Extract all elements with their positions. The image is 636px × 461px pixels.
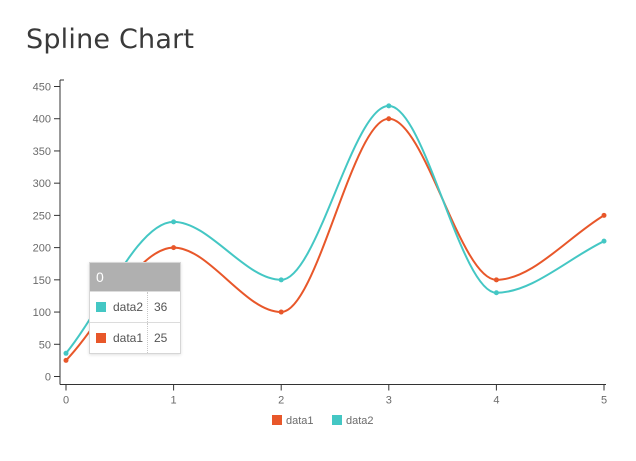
legend-label-data1: data1 bbox=[286, 415, 314, 427]
data-point-data1 bbox=[171, 245, 177, 251]
tooltip-row-data1: data1 25 bbox=[90, 322, 180, 353]
data-point-data2 bbox=[63, 350, 69, 356]
legend-label-data2: data2 bbox=[346, 415, 374, 427]
legend-swatch-data1 bbox=[272, 415, 282, 425]
x-tick-label: 0 bbox=[63, 395, 69, 407]
x-tick-label: 1 bbox=[171, 395, 177, 407]
data-point-data2 bbox=[386, 103, 392, 109]
x-tick-label: 3 bbox=[386, 395, 392, 407]
data-point-data2 bbox=[493, 290, 499, 296]
y-tick-label: 50 bbox=[39, 339, 51, 351]
data-point-data1 bbox=[601, 212, 607, 218]
data-point-data1 bbox=[63, 357, 69, 363]
y-tick-label: 450 bbox=[33, 82, 51, 94]
tooltip-row-data2: data2 36 bbox=[90, 291, 180, 322]
y-tick-label: 200 bbox=[33, 243, 51, 255]
data-point-data1 bbox=[278, 309, 284, 315]
page-title: Spline Chart bbox=[26, 24, 195, 55]
tooltip-series-value: 36 bbox=[154, 300, 168, 314]
tooltip-swatch-data2 bbox=[96, 302, 106, 312]
x-tick-label: 4 bbox=[493, 395, 499, 407]
tooltip-swatch-data1 bbox=[96, 333, 106, 343]
y-tick-label: 350 bbox=[33, 146, 51, 158]
y-tick-label: 250 bbox=[33, 210, 51, 222]
y-tick-label: 300 bbox=[33, 178, 51, 190]
y-tick-label: 0 bbox=[45, 372, 51, 384]
y-tick-label: 100 bbox=[33, 307, 51, 319]
tooltip-series-value: 25 bbox=[154, 331, 168, 345]
x-axis: 0 1 2 3 4 5 bbox=[60, 384, 607, 407]
legend-swatch-data2 bbox=[332, 415, 342, 425]
data-point-data2 bbox=[601, 238, 607, 244]
series-points bbox=[63, 103, 607, 363]
legend: data1 data2 bbox=[272, 415, 374, 427]
x-tick-label: 5 bbox=[601, 395, 607, 407]
y-tick-label: 400 bbox=[33, 114, 51, 126]
data-point-data2 bbox=[171, 219, 177, 225]
y-axis: 0 50 100 150 200 250 300 350 400 450 bbox=[33, 79, 64, 385]
tooltip-header: 0 bbox=[90, 263, 180, 291]
x-tick-label: 2 bbox=[278, 395, 284, 407]
y-tick-label: 150 bbox=[33, 275, 51, 287]
data-point-data2 bbox=[278, 277, 284, 283]
tooltip-series-name: data2 bbox=[113, 300, 144, 314]
tooltip: 0 data2 36 data1 25 bbox=[89, 262, 181, 354]
data-point-data1 bbox=[493, 277, 499, 283]
tooltip-series-name: data1 bbox=[113, 331, 144, 345]
data-point-data1 bbox=[386, 116, 392, 122]
